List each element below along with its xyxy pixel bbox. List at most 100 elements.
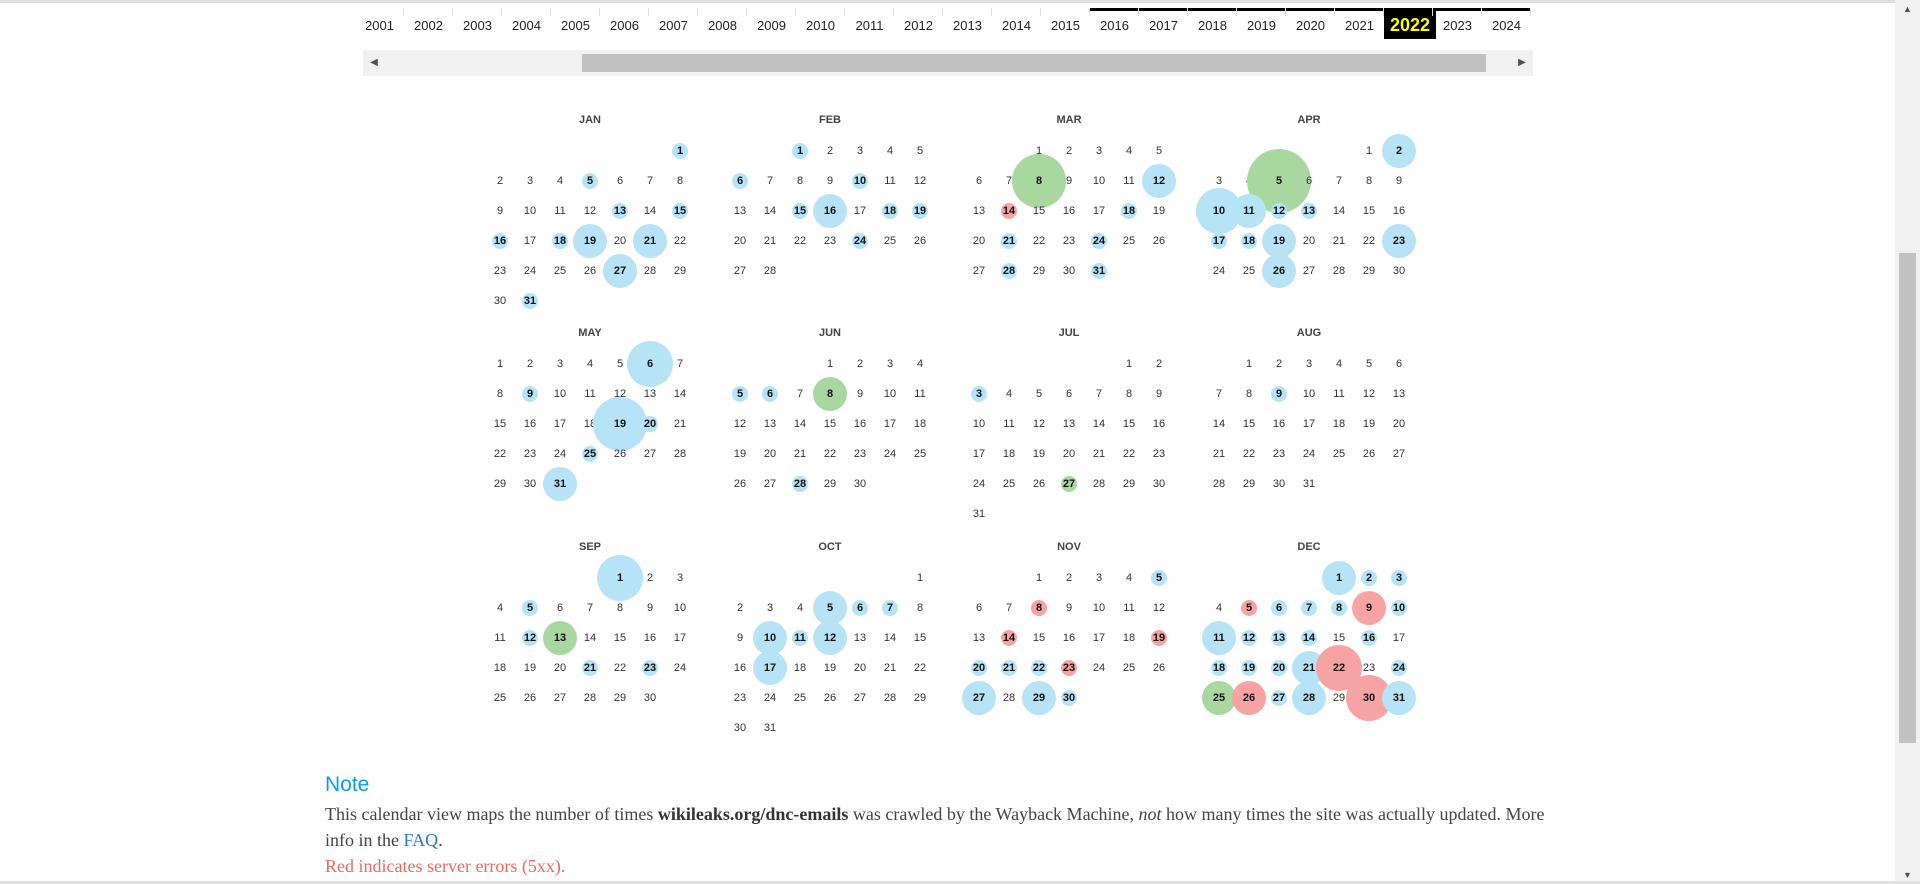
day-cell[interactable]: 20	[635, 409, 665, 439]
day-cell[interactable]: 13	[543, 621, 577, 655]
day-cell[interactable]: 10	[1384, 593, 1414, 623]
year-2012[interactable]: 2012	[894, 8, 943, 42]
day-cell[interactable]: 14	[994, 196, 1024, 226]
day-cell[interactable]: 2	[1382, 134, 1416, 168]
day-cell[interactable]: 31	[515, 286, 545, 316]
day-cell[interactable]: 8	[1024, 593, 1054, 623]
day-cell[interactable]: 8	[1012, 154, 1066, 208]
day-cell[interactable]: 12	[515, 623, 545, 653]
year-2007[interactable]: 2007	[649, 8, 698, 42]
day-cell[interactable]: 16	[1354, 623, 1384, 653]
day-cell[interactable]: 19	[593, 397, 647, 451]
day-cell[interactable]: 13	[1264, 623, 1294, 653]
day-cell[interactable]: 19	[1234, 653, 1264, 683]
day-cell[interactable]: 5	[1144, 563, 1174, 593]
day-cell[interactable]: 28	[994, 256, 1024, 286]
day-cell[interactable]: 8	[1324, 593, 1354, 623]
day-cell[interactable]: 20	[964, 653, 994, 683]
year-2019[interactable]: 2019	[1237, 8, 1286, 42]
day-cell[interactable]: 5	[575, 166, 605, 196]
day-cell[interactable]: 2	[1354, 563, 1384, 593]
day-cell[interactable]: 6	[755, 379, 785, 409]
day-cell[interactable]: 24	[1084, 226, 1114, 256]
day-cell[interactable]: 16	[485, 226, 515, 256]
day-cell[interactable]: 31	[1084, 256, 1114, 286]
day-cell[interactable]: 6	[627, 341, 673, 387]
day-cell[interactable]: 10	[1196, 188, 1242, 234]
year-2002[interactable]: 2002	[404, 8, 453, 42]
day-cell[interactable]: 29	[1022, 681, 1056, 715]
day-cell[interactable]: 24	[845, 226, 875, 256]
year-2018[interactable]: 2018	[1188, 8, 1237, 42]
day-cell[interactable]: 25	[1202, 681, 1236, 715]
arrow-left-icon[interactable]: ◀	[370, 57, 378, 68]
day-cell[interactable]: 19	[1262, 224, 1296, 258]
day-cell[interactable]: 27	[1264, 683, 1294, 713]
day-cell[interactable]: 21	[994, 653, 1024, 683]
day-cell[interactable]: 1	[665, 136, 695, 166]
day-cell[interactable]: 18	[875, 196, 905, 226]
day-cell[interactable]: 23	[1054, 653, 1084, 683]
day-cell[interactable]: 1	[785, 136, 815, 166]
day-cell[interactable]: 13	[1294, 196, 1324, 226]
day-cell[interactable]: 1	[1322, 561, 1356, 595]
year-2005[interactable]: 2005	[551, 8, 600, 42]
day-cell[interactable]: 17	[1204, 226, 1234, 256]
year-2008[interactable]: 2008	[698, 8, 747, 42]
year-2021[interactable]: 2021	[1335, 8, 1384, 42]
page-scrollbar-thumb[interactable]	[1899, 253, 1916, 743]
day-cell[interactable]: 7	[875, 593, 905, 623]
day-cell[interactable]: 23	[635, 653, 665, 683]
day-cell[interactable]: 25	[575, 439, 605, 469]
day-cell[interactable]: 10	[845, 166, 875, 196]
year-2014[interactable]: 2014	[992, 8, 1041, 42]
day-cell[interactable]: 9	[1352, 591, 1386, 625]
timeline-scrollbar[interactable]: ◀ ▶	[363, 50, 1533, 76]
year-2024[interactable]: 2024	[1482, 8, 1531, 42]
day-cell[interactable]: 31	[1382, 681, 1416, 715]
day-cell[interactable]: 5	[1247, 149, 1311, 213]
day-cell[interactable]: 20	[1264, 653, 1294, 683]
day-cell[interactable]: 12	[1142, 164, 1176, 198]
day-cell[interactable]: 14	[1294, 623, 1324, 653]
year-2001[interactable]: 2001	[363, 8, 404, 42]
day-cell[interactable]: 19	[1144, 623, 1174, 653]
day-cell[interactable]: 21	[633, 224, 667, 258]
day-cell[interactable]: 21	[575, 653, 605, 683]
day-cell[interactable]: 14	[994, 623, 1024, 653]
day-cell[interactable]: 19	[905, 196, 935, 226]
scroll-down-icon[interactable]: ▼	[1903, 870, 1912, 880]
day-cell[interactable]: 22	[1024, 653, 1054, 683]
day-cell[interactable]: 18	[1204, 653, 1234, 683]
day-cell[interactable]: 12	[1264, 196, 1294, 226]
year-2004[interactable]: 2004	[502, 8, 551, 42]
day-cell[interactable]: 30	[1346, 675, 1392, 721]
year-2020[interactable]: 2020	[1286, 8, 1335, 42]
day-cell[interactable]: 13	[605, 196, 635, 226]
year-2009[interactable]: 2009	[747, 8, 796, 42]
year-2016[interactable]: 2016	[1090, 8, 1139, 42]
day-cell[interactable]: 5	[1234, 593, 1264, 623]
day-cell[interactable]: 18	[1234, 226, 1264, 256]
day-cell[interactable]: 9	[1264, 379, 1294, 409]
year-2013[interactable]: 2013	[943, 8, 992, 42]
day-cell[interactable]: 16	[813, 194, 847, 228]
day-cell[interactable]: 6	[1264, 593, 1294, 623]
year-2022[interactable]: 2022	[1384, 8, 1437, 42]
day-cell[interactable]: 28	[785, 469, 815, 499]
day-cell[interactable]: 27	[603, 254, 637, 288]
year-2006[interactable]: 2006	[600, 8, 649, 42]
day-cell[interactable]: 5	[813, 591, 847, 625]
day-cell[interactable]: 26	[1232, 681, 1266, 715]
day-cell[interactable]: 23	[1382, 224, 1416, 258]
day-cell[interactable]: 19	[573, 224, 607, 258]
day-cell[interactable]: 8	[813, 377, 847, 411]
day-cell[interactable]: 27	[1054, 469, 1084, 499]
day-cell[interactable]: 21	[994, 226, 1024, 256]
day-cell[interactable]: 22	[1316, 645, 1362, 691]
day-cell[interactable]: 12	[1234, 623, 1264, 653]
year-2015[interactable]: 2015	[1041, 8, 1090, 42]
day-cell[interactable]: 11	[785, 623, 815, 653]
day-cell[interactable]: 15	[785, 196, 815, 226]
day-cell[interactable]: 28	[1292, 681, 1326, 715]
